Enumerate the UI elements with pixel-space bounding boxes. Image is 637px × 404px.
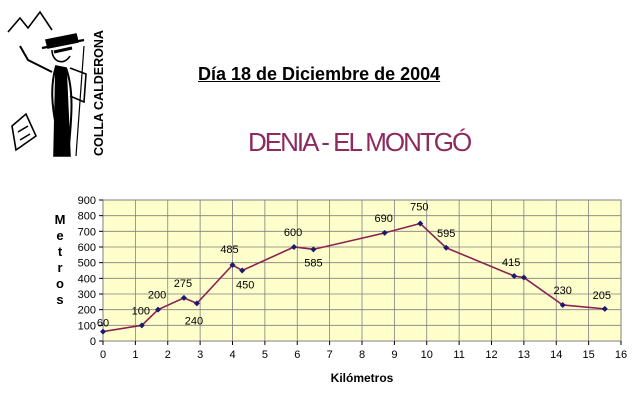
data-point — [239, 267, 246, 274]
data-point — [291, 244, 298, 250]
data-point — [180, 294, 187, 301]
colla-calderona-logo: COLLA CALDERONA — [7, 10, 106, 157]
data-point — [193, 300, 200, 307]
x-axis-label: Kilómetros — [331, 371, 394, 385]
data-point — [100, 328, 106, 335]
x-tick-label: 1 — [132, 349, 138, 361]
x-axis: 0 1 2 3 4 5 6 7 8 9 10 11 12 13 14 15 16 — [100, 341, 627, 361]
y-axis-label-char: s — [56, 292, 63, 307]
y-axis-label-char: t — [58, 244, 63, 259]
data-label: 60 — [97, 318, 109, 330]
data-point — [520, 274, 527, 281]
y-tick-label: 100 — [78, 320, 96, 332]
route-title: DENIA - EL MONTGÓ — [248, 127, 472, 157]
y-tick-label: 200 — [78, 305, 96, 317]
data-point — [559, 301, 566, 308]
data-label: 485 — [220, 244, 238, 256]
x-tick-label: 0 — [100, 349, 106, 361]
data-label: 415 — [502, 257, 520, 269]
date-title: Día 18 de Diciembre de 2004 — [198, 64, 441, 84]
data-label: 450 — [236, 280, 254, 292]
y-axis-label-char: r — [57, 260, 62, 275]
x-tick-label: 7 — [327, 349, 333, 361]
y-tick-label: 0 — [90, 336, 96, 348]
data-label: 205 — [593, 290, 611, 302]
data-label: 690 — [374, 213, 392, 225]
data-point — [155, 306, 162, 313]
logo-text: COLLA CALDERONA — [92, 30, 106, 156]
y-tick-label: 300 — [78, 289, 96, 301]
data-labels: 60 100 200 275 240 485 450 600 585 690 750 595 415 23… — [97, 202, 611, 330]
x-tick-label: 6 — [294, 349, 300, 361]
y-tick-label: 600 — [78, 242, 96, 254]
data-label: 600 — [284, 227, 302, 239]
y-tick-label: 800 — [78, 211, 96, 223]
x-tick-label: 2 — [165, 349, 171, 361]
data-point — [511, 272, 518, 279]
data-point — [310, 246, 317, 253]
data-label: 230 — [554, 285, 572, 297]
markers — [100, 220, 608, 335]
data-label: 240 — [185, 315, 203, 327]
y-axis-label-char: o — [56, 276, 64, 291]
y-tick-label: 900 — [78, 195, 96, 207]
data-point — [601, 305, 608, 312]
data-label: 200 — [148, 290, 166, 302]
data-label: 585 — [304, 257, 322, 269]
y-tick-label: 400 — [78, 273, 96, 285]
x-tick-label: 12 — [485, 349, 497, 361]
y-axis-label-char: e — [56, 228, 63, 243]
data-label: 275 — [174, 278, 192, 290]
x-tick-label: 10 — [421, 349, 433, 361]
x-tick-label: 14 — [550, 349, 562, 361]
data-point — [229, 262, 236, 269]
y-axis-label-char: M — [55, 212, 66, 227]
x-tick-label: 8 — [359, 349, 365, 361]
data-label: 100 — [132, 305, 150, 317]
x-tick-label: 5 — [262, 349, 268, 361]
x-tick-label: 3 — [197, 349, 203, 361]
x-tick-label: 15 — [583, 349, 595, 361]
y-tick-label: 700 — [78, 226, 96, 238]
series-line — [102, 222, 605, 333]
data-point — [443, 244, 450, 251]
data-point — [138, 322, 145, 329]
x-tick-label: 11 — [453, 349, 464, 361]
data-point — [417, 220, 424, 227]
x-tick-label: 4 — [229, 349, 235, 361]
x-tick-label: 9 — [391, 349, 397, 361]
data-point — [381, 229, 388, 236]
data-label: 750 — [410, 202, 428, 214]
y-tick-label: 500 — [78, 258, 96, 270]
y-axis: 0 100 200 300 400 500 600 700 800 900 — [78, 195, 103, 348]
x-tick-label: 13 — [518, 349, 530, 361]
data-label: 595 — [437, 228, 455, 240]
x-tick-label: 16 — [615, 349, 627, 361]
